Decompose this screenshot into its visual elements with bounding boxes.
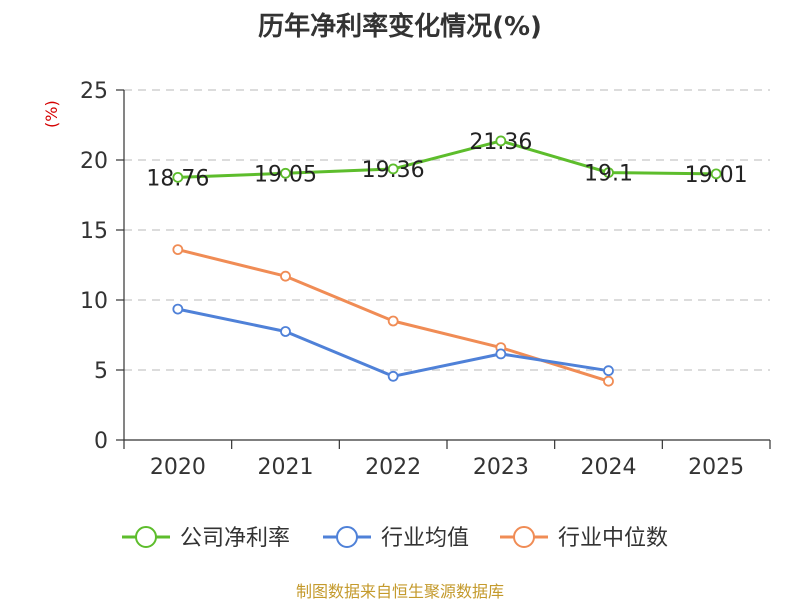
x-tick-label: 2022 <box>365 455 421 480</box>
data-label: 18.76 <box>146 166 209 191</box>
chart-title: 历年净利率变化情况(%) <box>258 12 542 42</box>
legend-marker <box>336 526 358 548</box>
data-point <box>280 270 291 282</box>
data-label: 21.36 <box>469 130 532 155</box>
legend-marker <box>135 526 157 548</box>
x-tick-label: 2024 <box>581 455 637 480</box>
series-line <box>177 139 717 179</box>
data-source-note: 制图数据来自恒生聚源数据库 <box>295 582 504 601</box>
y-tick-label: 0 <box>94 429 108 454</box>
data-label: 19.1 <box>584 162 633 187</box>
data-point <box>495 348 507 360</box>
data-point <box>280 326 291 337</box>
y-tick-label: 15 <box>80 219 108 244</box>
x-tick-label: 2021 <box>258 455 314 480</box>
legend-label: 公司净利率 <box>180 526 290 551</box>
x-tick-label: 2025 <box>688 455 744 480</box>
data-point <box>172 171 184 183</box>
data-label: 19.36 <box>362 158 425 183</box>
legend-marker <box>513 526 535 548</box>
data-point <box>387 370 399 382</box>
y-tick-label: 10 <box>80 289 108 314</box>
data-point <box>603 375 614 387</box>
y-tick-label: 20 <box>80 149 108 174</box>
data-label: 19.01 <box>685 163 748 188</box>
data-point <box>172 303 184 315</box>
data-point <box>495 135 507 147</box>
legend-label: 行业中位数 <box>558 526 668 551</box>
data-point <box>387 163 399 175</box>
data-label: 19.05 <box>254 162 317 187</box>
y-tick-label: 25 <box>80 79 108 104</box>
x-tick-label: 2020 <box>150 455 206 480</box>
legend-label: 行业均值 <box>381 526 469 551</box>
data-point <box>603 365 614 377</box>
data-point <box>603 167 614 179</box>
data-point <box>280 167 291 179</box>
data-point <box>387 315 399 327</box>
x-tick-label: 2023 <box>473 455 529 480</box>
y-tick-label: 5 <box>94 359 108 384</box>
data-point <box>710 168 722 180</box>
data-point <box>172 244 184 256</box>
